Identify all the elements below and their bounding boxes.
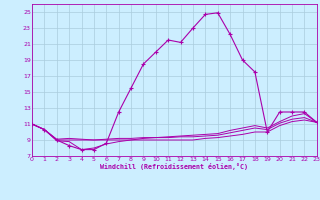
X-axis label: Windchill (Refroidissement éolien,°C): Windchill (Refroidissement éolien,°C)	[100, 164, 248, 170]
